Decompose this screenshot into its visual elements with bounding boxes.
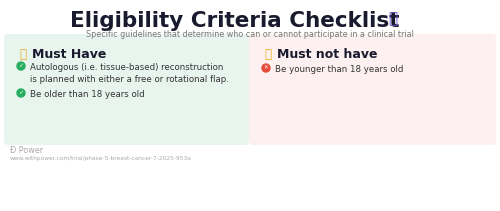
Text: Ɖ Power: Ɖ Power <box>10 146 43 155</box>
Text: Specific guidelines that determine who can or cannot participate in a clinical t: Specific guidelines that determine who c… <box>86 30 414 39</box>
Text: Autologous (i.e. tissue-based) reconstruction
is planned with either a free or r: Autologous (i.e. tissue-based) reconstru… <box>30 63 229 84</box>
Text: www.withpower.com/trial/phase-5-breast-cancer-7-2025-953a: www.withpower.com/trial/phase-5-breast-c… <box>10 156 192 161</box>
Text: ✕: ✕ <box>264 65 268 70</box>
FancyBboxPatch shape <box>4 34 249 145</box>
Text: ✓: ✓ <box>18 64 24 69</box>
Text: Must not have: Must not have <box>277 48 378 61</box>
FancyBboxPatch shape <box>249 34 496 145</box>
Text: 📋: 📋 <box>388 11 397 26</box>
Circle shape <box>17 62 25 70</box>
Circle shape <box>17 89 25 97</box>
Circle shape <box>262 64 270 72</box>
Text: Be younger than 18 years old: Be younger than 18 years old <box>275 65 404 74</box>
Text: Must Have: Must Have <box>32 48 106 61</box>
Text: Eligibility Criteria Checklist: Eligibility Criteria Checklist <box>70 11 400 31</box>
Text: ✓: ✓ <box>18 91 24 96</box>
Text: 👎: 👎 <box>264 48 271 61</box>
Text: 👍: 👍 <box>19 48 26 61</box>
Text: Be older than 18 years old: Be older than 18 years old <box>30 90 144 99</box>
